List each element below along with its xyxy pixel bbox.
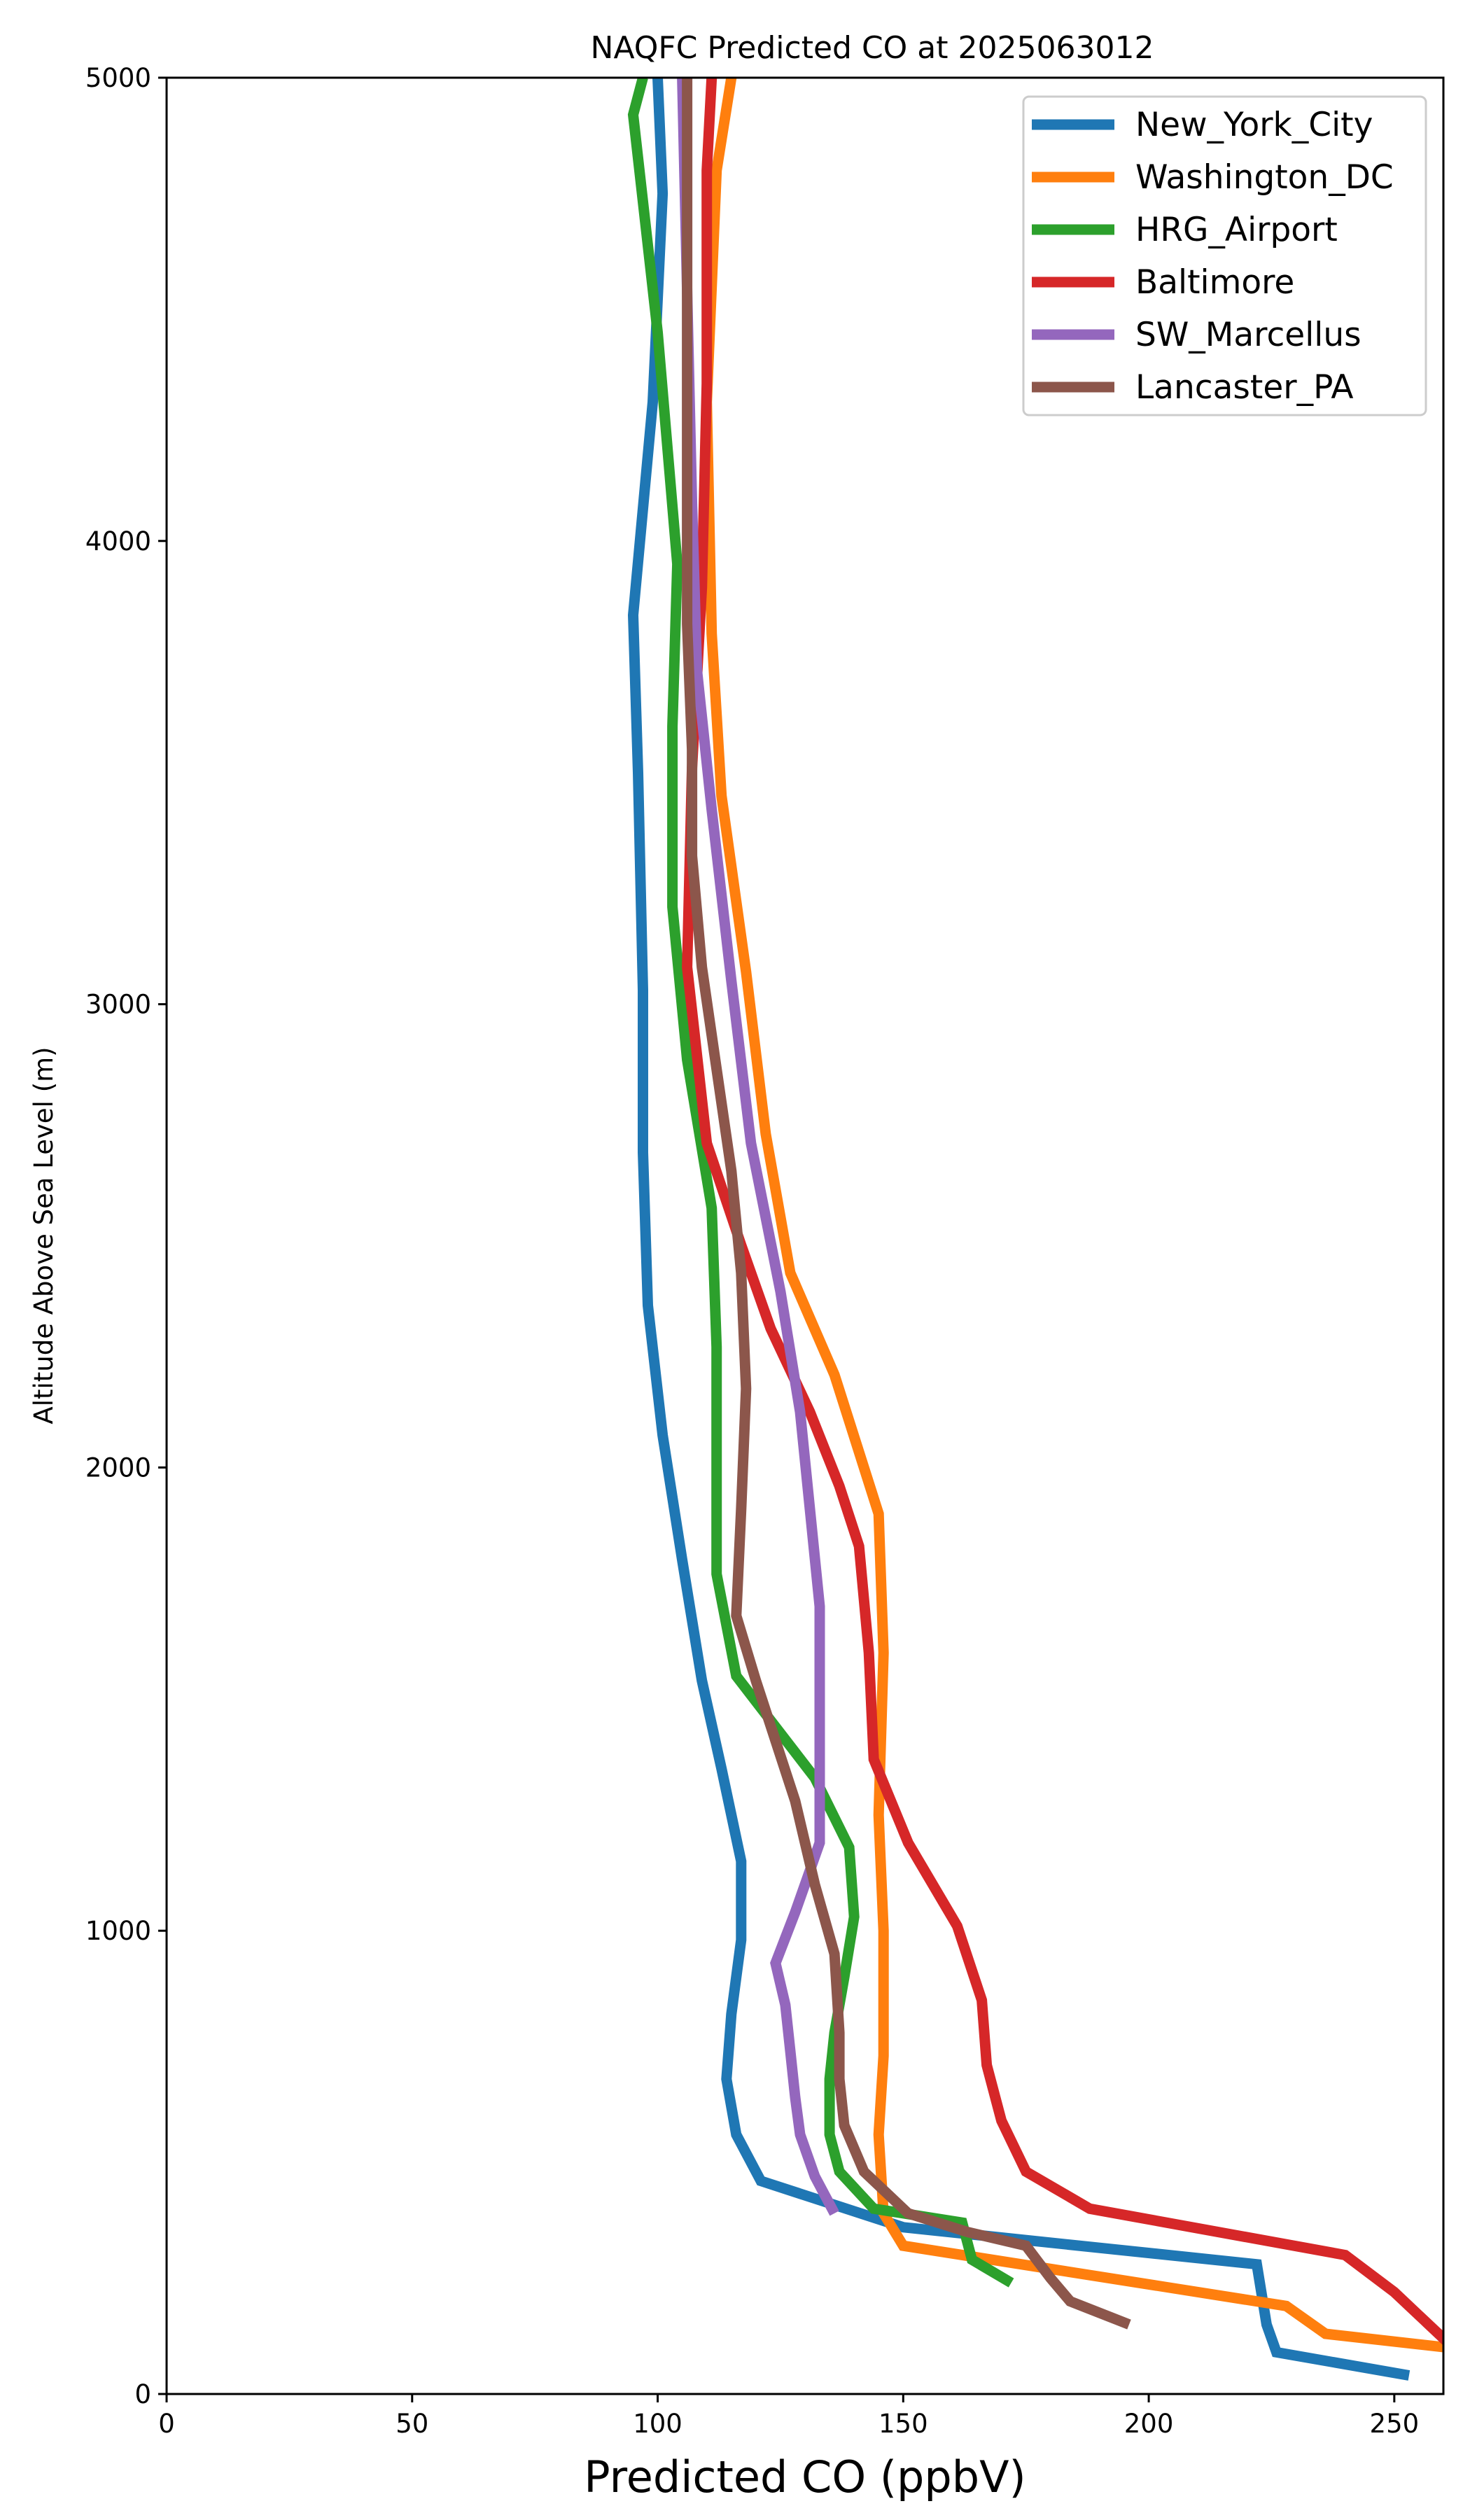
y-tick-label-2: 2000 (85, 1452, 151, 1483)
series-line-1 (701, 78, 1443, 2353)
x-tick-label-0: 0 (158, 2409, 175, 2439)
chart-title: NAQFC Predicted CO at 2025063012 (591, 30, 1154, 66)
series-line-3 (682, 78, 1443, 2346)
series-line-4 (677, 78, 839, 2216)
x-axis-label: Predicted CO (ppbV) (584, 2451, 1026, 2502)
legend-label-5: Lancaster_PA (1135, 368, 1354, 407)
x-tick-label-3: 150 (878, 2409, 928, 2439)
y-axis-label: Altitude Above Sea Level (m) (29, 1046, 59, 1424)
y-axis: 0 1000 2000 3000 4000 5000 (85, 63, 167, 2409)
series-line-5 (682, 78, 1131, 2330)
plot-area-frame (165, 76, 1445, 2395)
plot-lines (627, 78, 1443, 2381)
legend-label-2: HRG_Airport (1135, 211, 1338, 249)
legend-label-1: Washington_DC (1135, 158, 1394, 197)
y-tick-label-5: 5000 (85, 63, 151, 93)
x-tick-label-1: 50 (396, 2409, 428, 2439)
series-line-0 (627, 78, 1410, 2381)
x-tick-label-5: 250 (1370, 2409, 1420, 2439)
y-tick-label-4: 4000 (85, 526, 151, 556)
x-tick-label-4: 200 (1124, 2409, 1174, 2439)
legend-label-0: New_York_City (1135, 106, 1373, 144)
legend-box (1022, 95, 1427, 416)
y-tick-label-1: 1000 (85, 1916, 151, 1946)
y-tick-label-0: 0 (134, 2379, 151, 2409)
legend-label-3: Baltimore (1135, 263, 1294, 302)
legend-label-4: SW_Marcellus (1135, 316, 1362, 354)
legend: New_York_City Washington_DC HRG_Airport Bal… (1022, 95, 1427, 416)
x-tick-label-2: 100 (633, 2409, 682, 2439)
x-axis: 0 50 100 150 200 250 (158, 2394, 1419, 2439)
y-tick-label-3: 3000 (85, 990, 151, 1020)
